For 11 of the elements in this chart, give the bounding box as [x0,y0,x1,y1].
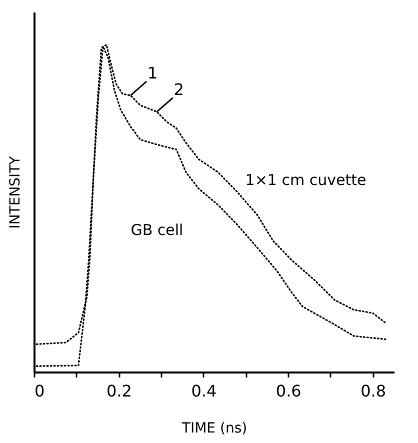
x-axis-title: TIME (ns) [180,420,248,436]
series-label: 1×1 cm cuvette [245,171,366,189]
x-tick-label: 0.8 [360,382,386,400]
text: GB cell [130,221,184,240]
x-tick-label: 0 [34,382,45,400]
annotation: 1 [147,63,158,82]
x-tick-label: 0.2 [106,382,132,400]
x-tick-label: 0.6 [276,382,302,400]
annotation: 2 [174,80,184,99]
y-axis-title: INTENSITY [8,156,24,229]
x-tick-label: 0.4 [191,382,217,400]
